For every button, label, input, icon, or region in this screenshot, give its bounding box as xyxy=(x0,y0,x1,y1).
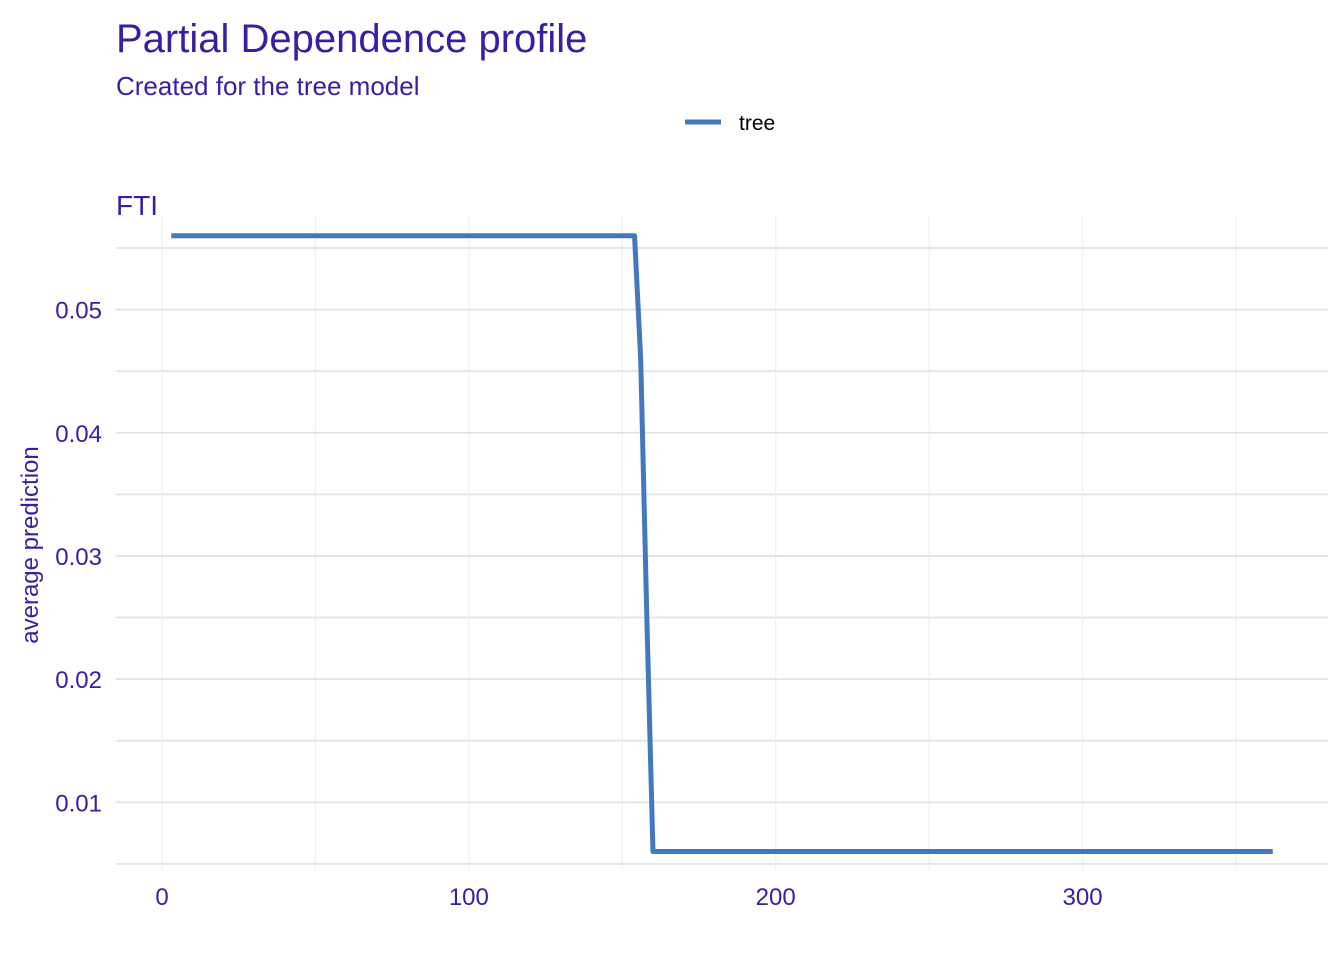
y-tick-label: 0.01 xyxy=(55,790,102,817)
y-axis-ticks: 0.01 0.02 0.03 0.04 0.05 xyxy=(55,298,102,818)
x-tick-label: 100 xyxy=(449,884,489,911)
series-layer xyxy=(171,233,1273,855)
y-tick-label: 0.04 xyxy=(55,421,102,448)
x-tick-label: 300 xyxy=(1063,884,1103,911)
facet-label: FTI xyxy=(116,190,158,221)
legend-label-tree: tree xyxy=(739,112,775,135)
y-tick-label: 0.03 xyxy=(55,544,102,571)
legend: tree xyxy=(685,112,775,135)
y-axis-label: average prediction xyxy=(17,446,44,643)
chart-title: Partial Dependence profile xyxy=(116,17,587,61)
x-tick-label: 200 xyxy=(756,884,796,911)
x-axis-ticks: 0 100 200 300 xyxy=(155,884,1102,911)
x-tick-label: 0 xyxy=(155,884,168,911)
chart-subtitle: Created for the tree model xyxy=(116,71,420,101)
series-line-tree xyxy=(171,233,1273,855)
y-tick-label: 0.05 xyxy=(55,298,102,325)
y-tick-label: 0.02 xyxy=(55,667,102,694)
plot-grid xyxy=(116,216,1328,870)
